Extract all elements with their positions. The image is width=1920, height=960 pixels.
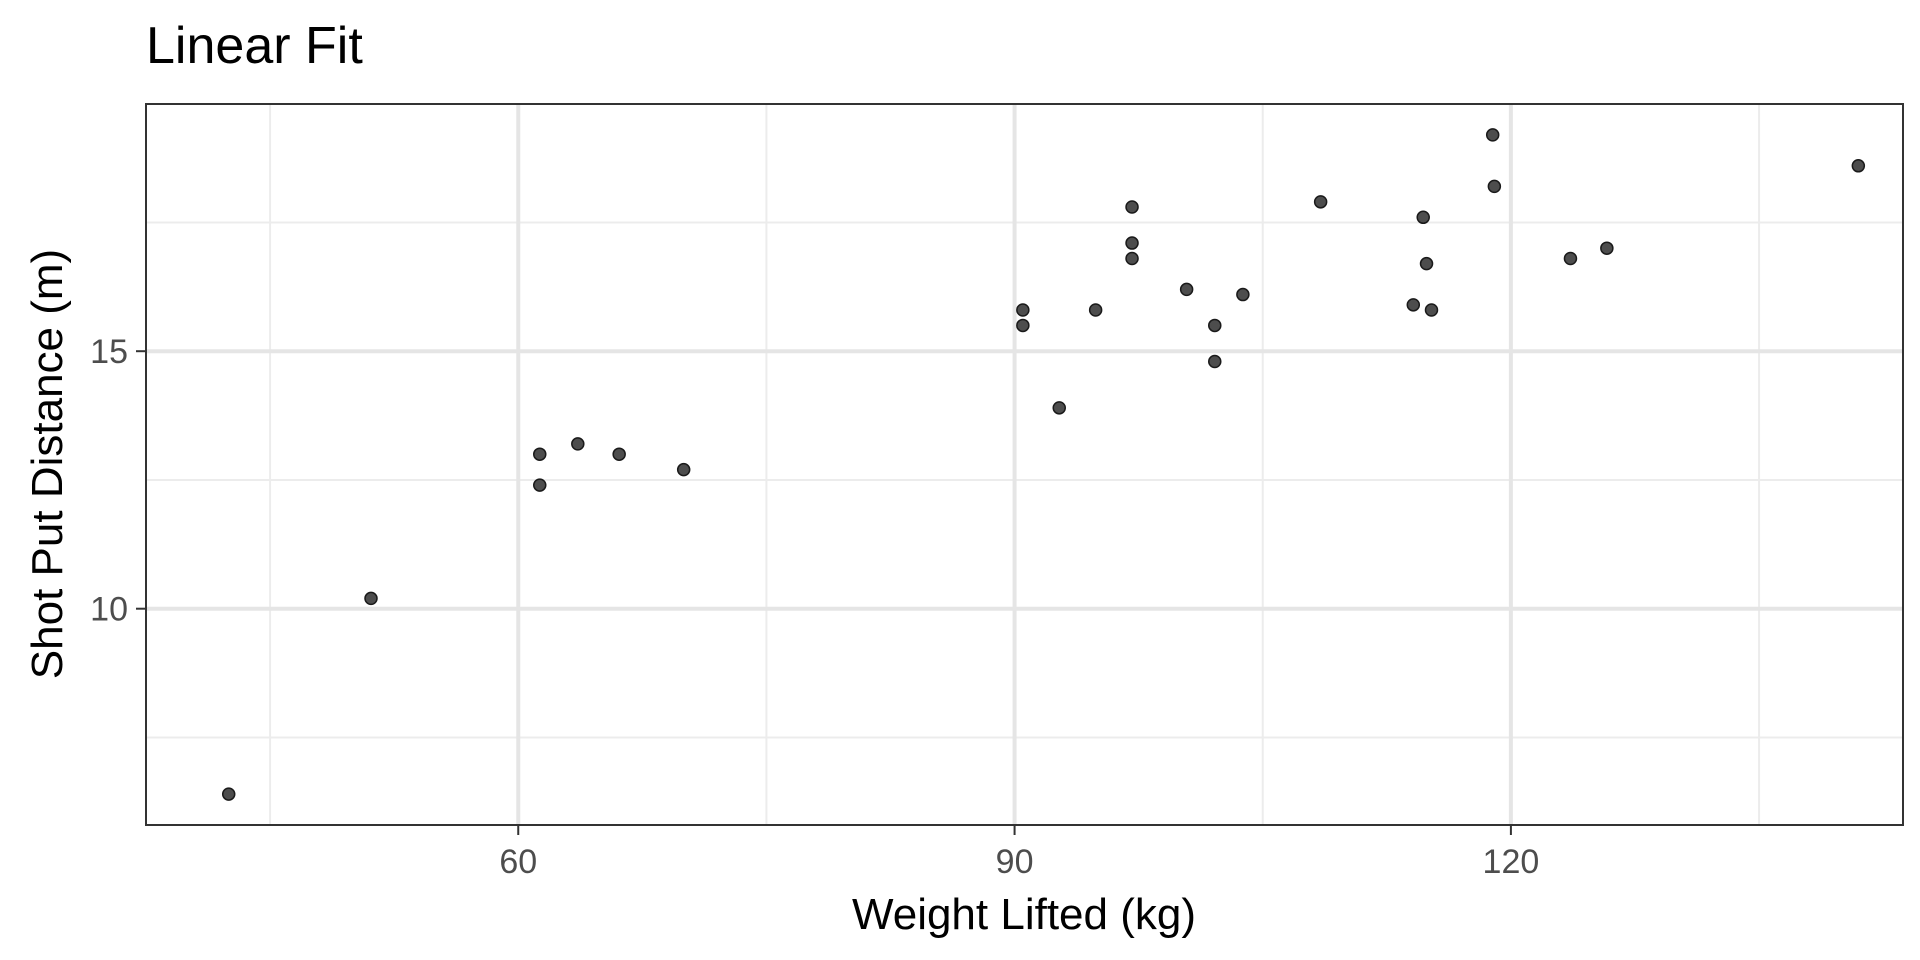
data-point xyxy=(1487,179,1502,194)
data-point xyxy=(676,462,691,477)
grid-lines xyxy=(146,104,1903,825)
data-point xyxy=(533,478,547,492)
data-points xyxy=(221,128,1866,801)
data-point xyxy=(1236,287,1250,302)
data-point xyxy=(1485,128,1500,142)
data-point xyxy=(364,591,378,606)
data-point xyxy=(1125,251,1139,266)
data-point xyxy=(1563,251,1578,266)
data-point xyxy=(221,787,236,801)
data-point xyxy=(1016,318,1030,333)
y-axis-title: Shot Put Distance (m) xyxy=(23,249,72,679)
data-point xyxy=(1208,318,1222,333)
data-point xyxy=(1416,210,1430,225)
data-point xyxy=(612,447,626,461)
data-point xyxy=(1424,303,1439,317)
panel-border xyxy=(145,103,1904,826)
x-tick-label: 120 xyxy=(1483,843,1540,881)
data-point xyxy=(1313,195,1328,209)
y-tick-label: 10 xyxy=(90,591,128,629)
y-tick-label: 15 xyxy=(90,333,128,371)
data-point xyxy=(1088,303,1103,317)
x-tick-label: 90 xyxy=(996,843,1034,881)
data-point xyxy=(1406,298,1421,312)
data-point xyxy=(1851,159,1866,173)
data-point xyxy=(1125,236,1139,250)
y-axis-ticks: 10 15 xyxy=(90,333,146,629)
data-point xyxy=(1125,200,1139,214)
data-point xyxy=(571,437,585,451)
chart-title: Linear Fit xyxy=(146,17,363,75)
data-point xyxy=(1052,401,1066,415)
data-point xyxy=(1016,303,1030,317)
x-axis-ticks: 60 90 120 xyxy=(499,825,1539,881)
data-point xyxy=(1179,282,1194,297)
data-point xyxy=(1419,256,1434,271)
x-tick-label: 60 xyxy=(499,843,537,881)
data-point xyxy=(1600,241,1614,255)
data-point xyxy=(1208,354,1222,369)
data-point xyxy=(533,447,547,461)
x-axis-title: Weight Lifted (kg) xyxy=(852,890,1196,939)
